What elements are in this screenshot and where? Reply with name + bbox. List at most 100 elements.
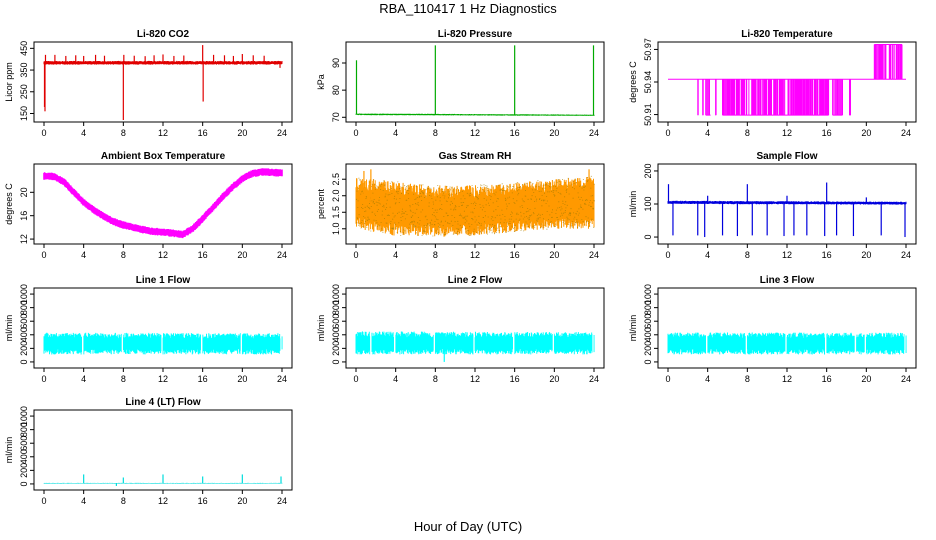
- series-group: [43, 45, 283, 120]
- x-tick-label: 16: [198, 250, 208, 260]
- y-tick-label: 400: [331, 327, 341, 342]
- chart-panel-5: Gas Stream RH 1.0 1.5 2.0 2.5 percent 0 4 8 12 16 2…: [316, 151, 605, 260]
- plot-frame: [345, 41, 605, 123]
- series-band: [355, 331, 595, 355]
- y-tick-label: 0: [19, 359, 29, 364]
- y-tick-label: 2.5: [331, 173, 341, 186]
- chart-panel-1: Li-820 CO2 150 250 350 450 Licor ppm 0 4 8 12 16 20…: [4, 29, 293, 138]
- series-segment: [702, 79, 704, 116]
- x-tick-label: 4: [393, 250, 398, 260]
- y-axis-label: degrees C: [4, 183, 14, 225]
- y-axis-label: kPa: [316, 74, 326, 90]
- x-tick-label: 24: [589, 374, 599, 384]
- x-tick-label: 16: [822, 374, 832, 384]
- series-group: [355, 331, 595, 362]
- x-tick-label: 12: [470, 374, 480, 384]
- series-group: [43, 168, 283, 239]
- x-tick-label: 8: [121, 496, 126, 506]
- x-tick-label: 0: [665, 374, 670, 384]
- plot-frame: [345, 287, 605, 369]
- x-tick-label: 16: [510, 128, 520, 138]
- y-tick-label: 600: [331, 314, 341, 329]
- x-tick-label: 24: [589, 128, 599, 138]
- series-band: [667, 332, 907, 355]
- x-tick-label: 20: [237, 496, 247, 506]
- y-axis-label: ml/min: [628, 191, 638, 218]
- x-tick-label: 0: [353, 128, 358, 138]
- series-group: [43, 474, 283, 486]
- y-tick-label: 0: [19, 481, 29, 486]
- y-tick-label: 1.5: [331, 206, 341, 219]
- x-tick-label: 12: [470, 128, 480, 138]
- series-segment: [715, 79, 717, 116]
- x-tick-label: 8: [121, 128, 126, 138]
- panel-title: Line 2 Flow: [448, 275, 503, 286]
- x-tick-label: 0: [41, 128, 46, 138]
- y-tick-label: 70: [331, 112, 341, 122]
- series-segment: [832, 79, 843, 116]
- x-tick-label: 16: [198, 374, 208, 384]
- x-tick-label: 12: [470, 250, 480, 260]
- y-tick-label: 1000: [19, 406, 29, 426]
- y-tick-label: 1000: [331, 284, 341, 304]
- x-tick-label: 20: [549, 374, 559, 384]
- y-tick-label: 12: [19, 234, 29, 244]
- x-tick-label: 4: [393, 128, 398, 138]
- x-tick-label: 4: [81, 128, 86, 138]
- series-segment: [722, 79, 830, 116]
- y-tick-label: 1000: [19, 284, 29, 304]
- plot-frame: [33, 287, 293, 369]
- x-tick-label: 8: [433, 250, 438, 260]
- y-axis-label: percent: [316, 188, 326, 219]
- x-tick-label: 4: [705, 374, 710, 384]
- x-tick-label: 0: [353, 374, 358, 384]
- series-group: [668, 44, 906, 116]
- x-tick-label: 8: [121, 374, 126, 384]
- y-tick-label: 200: [19, 341, 29, 356]
- y-tick-label: 400: [19, 327, 29, 342]
- panel-title: Gas Stream RH: [439, 151, 512, 162]
- series-group: [355, 169, 595, 237]
- series-segment: [705, 79, 711, 116]
- y-tick-label: 0: [643, 359, 653, 364]
- x-tick-label: 20: [549, 250, 559, 260]
- y-tick-label: 200: [331, 341, 341, 356]
- x-tick-label: 20: [861, 250, 871, 260]
- x-tick-label: 24: [901, 374, 911, 384]
- x-tick-label: 24: [901, 250, 911, 260]
- x-tick-label: 8: [121, 250, 126, 260]
- chart-panel-3: Li-820 Temperature 50.91 50.94 50.97 degrees…: [628, 29, 917, 138]
- x-tick-label: 0: [41, 250, 46, 260]
- x-tick-label: 20: [861, 374, 871, 384]
- y-tick-label: 350: [19, 63, 29, 78]
- y-axis-label: ml/min: [316, 315, 326, 342]
- x-tick-label: 12: [158, 250, 168, 260]
- x-tick-label: 4: [705, 128, 710, 138]
- y-tick-label: 400: [643, 327, 653, 342]
- chart-panel-2: Li-820 Pressure 70 80 90 kPa 0 4 8 12 16 20 24: [316, 29, 605, 138]
- x-tick-label: 16: [822, 128, 832, 138]
- y-axis-label: degrees C: [628, 61, 638, 103]
- x-tick-label: 12: [782, 250, 792, 260]
- x-tick-label: 4: [81, 250, 86, 260]
- y-axis-label: ml/min: [4, 315, 14, 342]
- x-tick-label: 8: [745, 374, 750, 384]
- y-tick-label: 50.97: [643, 38, 653, 61]
- series-curve: [43, 168, 283, 239]
- series-segment: [849, 79, 851, 116]
- x-tick-label: 16: [198, 128, 208, 138]
- x-tick-label: 12: [782, 374, 792, 384]
- x-tick-label: 20: [237, 374, 247, 384]
- x-tick-label: 20: [549, 128, 559, 138]
- x-tick-label: 12: [782, 128, 792, 138]
- x-tick-label: 12: [158, 496, 168, 506]
- series-group: [667, 332, 907, 355]
- series-group: [355, 45, 595, 116]
- x-tick-label: 0: [665, 250, 670, 260]
- x-tick-label: 16: [198, 496, 208, 506]
- series-group: [43, 332, 283, 355]
- y-tick-label: 1000: [643, 284, 653, 304]
- x-tick-label: 0: [665, 128, 670, 138]
